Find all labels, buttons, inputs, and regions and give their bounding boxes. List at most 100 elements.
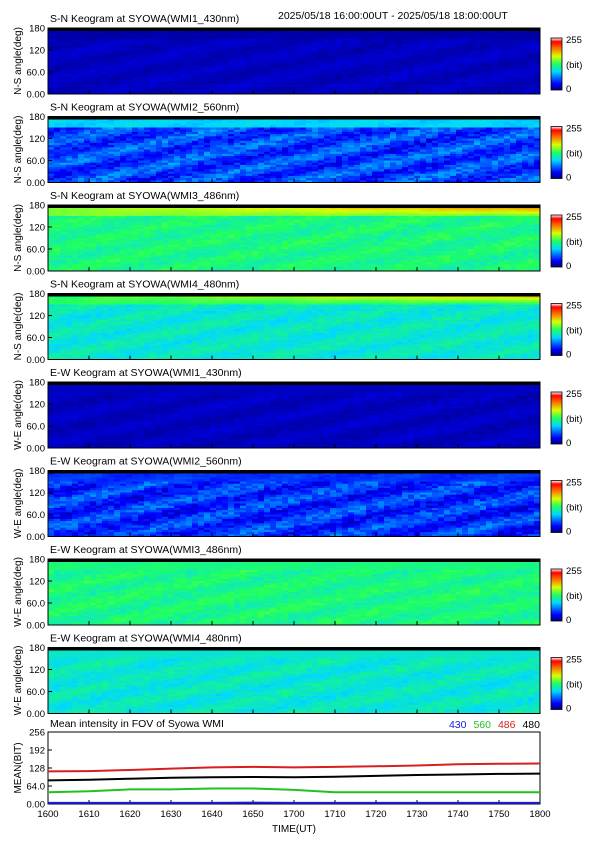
heatmap-cell <box>402 32 409 35</box>
heatmap-cell <box>360 32 367 35</box>
heatmap-cell <box>168 30 175 33</box>
heatmap-cell <box>492 30 499 33</box>
heatmap-cell <box>330 34 337 38</box>
heatmap-cell <box>348 39 355 42</box>
heatmap-cell <box>498 30 505 33</box>
heatmap-cell <box>396 36 403 40</box>
heatmap-cell <box>48 41 55 44</box>
heatmap-cell <box>240 36 247 40</box>
heatmap-cell <box>222 43 229 46</box>
heatmap-cell <box>144 36 151 40</box>
heatmap-cell <box>168 32 175 35</box>
heatmap-cell <box>366 36 373 40</box>
heatmap-cell <box>468 39 475 42</box>
heatmap-cell <box>306 34 313 38</box>
heatmap-cell <box>180 32 187 35</box>
keogram-heatmap <box>48 116 541 183</box>
heatmap-cell <box>528 30 535 33</box>
keogram-panel: S-N Keogram at SYOWA(WMI3_486nm)18012060… <box>13 190 582 278</box>
heatmap-cell <box>222 41 229 44</box>
heatmap-cell <box>522 34 529 38</box>
heatmap-cell <box>90 41 97 44</box>
heatmap-cell <box>312 30 319 33</box>
heatmap-cell <box>342 34 349 38</box>
heatmap-cell <box>474 39 481 42</box>
heatmap-cell <box>486 32 493 35</box>
heatmap-cell <box>48 36 55 40</box>
heatmap-cell <box>72 32 79 35</box>
heatmap-cell <box>486 41 493 44</box>
keogram-heatmap <box>48 205 541 272</box>
heatmap-cell <box>84 34 91 38</box>
heatmap-cell <box>264 34 271 38</box>
colorbar-min-label: 0 <box>566 173 571 184</box>
heatmap-cell <box>60 34 67 38</box>
heatmap-cell <box>450 30 457 33</box>
heatmap-cell <box>174 30 181 33</box>
colorbar-min-label: 0 <box>566 84 571 95</box>
heatmap-cell <box>162 32 169 35</box>
heatmap-cell <box>282 36 289 40</box>
heatmap-cell <box>420 34 427 38</box>
heatmap-cell <box>132 39 139 42</box>
heatmap-cell <box>150 30 157 33</box>
heatmap-cell <box>252 36 259 40</box>
heatmap-cell <box>276 39 283 42</box>
heatmap-cell <box>372 30 379 33</box>
heatmap-cell <box>468 34 475 38</box>
heatmap-cell <box>384 39 391 42</box>
heatmap-cell <box>444 39 451 42</box>
heatmap-cell <box>312 39 319 42</box>
heatmap-cell <box>492 32 499 35</box>
heatmap-cell <box>372 34 379 38</box>
heatmap-cell <box>348 32 355 35</box>
heatmap-cell <box>126 43 133 46</box>
heatmap-cell <box>444 34 451 38</box>
heatmap-cell <box>408 39 415 42</box>
heatmap-cell <box>210 36 217 40</box>
heatmap-cell <box>78 34 85 38</box>
heatmap-cell <box>444 36 451 40</box>
heatmap-cell <box>414 39 421 42</box>
heatmap-cell <box>174 36 181 40</box>
heatmap-cell <box>216 32 223 35</box>
heatmap-cell <box>420 39 427 42</box>
heatmap-cell <box>354 32 361 35</box>
heatmap-cell <box>432 39 439 42</box>
heatmap-cell <box>300 34 307 38</box>
heatmap-cell <box>120 39 127 42</box>
heatmap-cell <box>240 43 247 46</box>
heatmap-cell <box>114 39 121 42</box>
heatmap-cell <box>180 39 187 42</box>
heatmap-cell <box>108 41 115 44</box>
heatmap-cell <box>270 41 277 44</box>
heatmap-cell <box>342 32 349 35</box>
heatmap-cell <box>396 41 403 44</box>
heatmap-cell <box>156 30 163 33</box>
heatmap-cell <box>126 32 133 35</box>
heatmap-cell <box>186 36 193 40</box>
heatmap-cell <box>276 32 283 35</box>
heatmap-cell <box>498 34 505 38</box>
heatmap-cell <box>132 43 139 46</box>
heatmap-cell <box>126 36 133 40</box>
heatmap-cell <box>522 39 529 42</box>
heatmap-cell <box>258 41 265 44</box>
heatmap-cell <box>366 39 373 42</box>
heatmap-cell <box>336 41 343 44</box>
heatmap-cell <box>498 41 505 44</box>
heatmap-cell <box>276 34 283 38</box>
heatmap-cell <box>102 39 109 42</box>
heatmap-cell <box>336 30 343 33</box>
heatmap-cell <box>150 34 157 38</box>
heatmap-cell <box>474 30 481 33</box>
heatmap-cell <box>180 30 187 33</box>
heatmap-cell <box>390 36 397 40</box>
heatmap-cell <box>126 30 133 33</box>
heatmap-cell <box>270 36 277 40</box>
heatmap-cell <box>114 30 121 33</box>
keogram-panel: S-N Keogram at SYOWA(WMI2_560nm)18012060… <box>13 102 582 190</box>
heatmap-cell <box>288 39 295 42</box>
heatmap-cell <box>90 39 97 42</box>
heatmap-cell <box>492 41 499 44</box>
